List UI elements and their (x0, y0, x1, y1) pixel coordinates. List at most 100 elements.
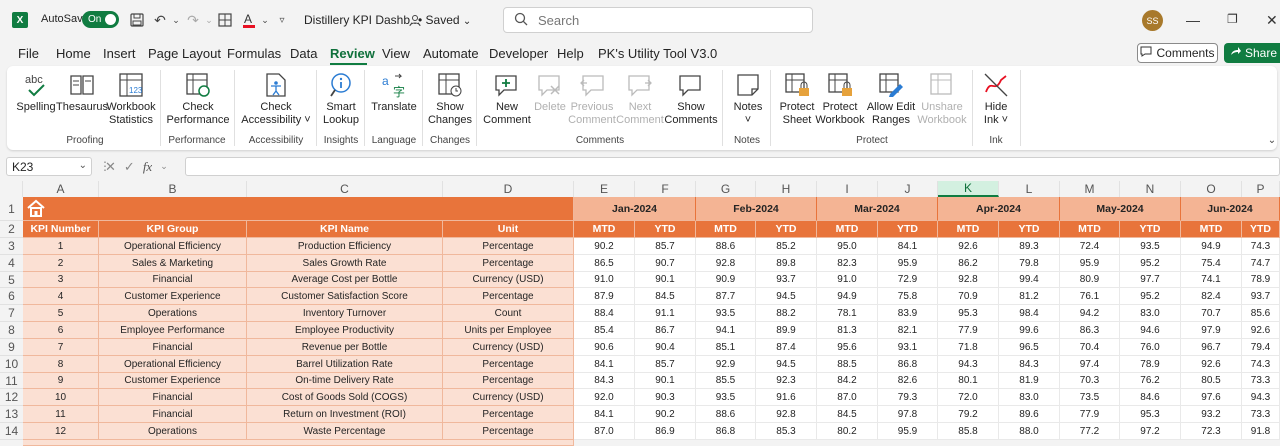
table-cell[interactable]: Percentage (443, 406, 574, 423)
insert-function-icon[interactable]: fx (142, 158, 153, 174)
show-changes-button[interactable]: Show Changes (428, 72, 472, 127)
protect-sheet-button[interactable]: Protect Sheet (776, 72, 818, 127)
formula-input[interactable] (185, 157, 1280, 176)
table-cell[interactable]: 8 (23, 356, 99, 373)
table-cell[interactable]: Currency (USD) (443, 339, 574, 356)
table-cell[interactable]: 2 (23, 255, 99, 272)
row-header-9[interactable]: 9 (0, 339, 23, 356)
value-cell[interactable]: 77.2 (1060, 423, 1120, 440)
value-cell[interactable]: 85.4 (574, 322, 635, 339)
value-cell[interactable]: 80.1 (938, 373, 999, 389)
tab-data[interactable]: Data (290, 46, 318, 61)
value-cell[interactable]: 97.2 (1120, 423, 1181, 440)
table-cell[interactable]: Percentage (443, 356, 574, 373)
value-cell[interactable]: 95.0 (817, 238, 878, 255)
value-cell[interactable]: 95.9 (1060, 255, 1120, 272)
row-header-3[interactable]: 3 (0, 238, 23, 255)
table-cell[interactable]: Operations (99, 423, 247, 440)
value-cell[interactable]: 92.6 (938, 238, 999, 255)
table-cell[interactable]: Waste Percentage (247, 423, 443, 440)
tab-file[interactable]: File (18, 46, 39, 61)
row-header-12[interactable]: 12 (0, 389, 23, 406)
value-cell[interactable]: 95.2 (1120, 255, 1181, 272)
delete-button[interactable]: Delete (530, 72, 570, 114)
value-cell[interactable]: 88.0 (999, 423, 1060, 440)
value-cell[interactable]: 85.3 (756, 423, 817, 440)
value-cell[interactable]: 91.6 (756, 389, 817, 406)
value-cell[interactable]: 86.5 (574, 255, 635, 272)
value-cell[interactable]: 70.7 (1181, 305, 1242, 322)
table-cell[interactable]: Financial (99, 272, 247, 288)
row-header-13[interactable]: 13 (0, 406, 23, 423)
show-comments-button[interactable]: Show Comments (664, 72, 718, 127)
select-all-corner[interactable] (0, 181, 23, 197)
value-cell[interactable]: 95.3 (1120, 406, 1181, 423)
notes-button[interactable]: Notes ˅ (728, 72, 768, 127)
value-cell[interactable]: 92.8 (696, 255, 756, 272)
avatar[interactable]: SS (1142, 10, 1163, 31)
undo-icon[interactable]: ↶ (154, 11, 166, 28)
table-cell[interactable]: Count (443, 305, 574, 322)
tab-utility-tool[interactable]: PK's Utility Tool V3.0 (598, 46, 718, 61)
value-cell[interactable]: 94.1 (696, 322, 756, 339)
value-cell[interactable]: 87.0 (574, 423, 635, 440)
value-cell[interactable]: 79.3 (878, 389, 938, 406)
value-cell[interactable]: 92.3 (756, 373, 817, 389)
value-cell[interactable]: 94.9 (817, 288, 878, 305)
value-cell[interactable]: 72.3 (1181, 423, 1242, 440)
table-cell[interactable]: Operational Efficiency (99, 356, 247, 373)
value-cell[interactable]: 93.5 (696, 305, 756, 322)
value-cell[interactable]: 90.1 (635, 373, 696, 389)
row-header-8[interactable]: 8 (0, 322, 23, 339)
name-box-chevron-icon[interactable]: ⌄ (78, 160, 87, 171)
table-cell[interactable]: 12 (23, 423, 99, 440)
sensitivity-icon[interactable] (405, 10, 425, 30)
value-cell[interactable]: 90.6 (574, 339, 635, 356)
table-cell[interactable]: Units per Employee (443, 322, 574, 339)
table-cell[interactable]: Percentage (443, 288, 574, 305)
value-cell[interactable]: 97.4 (1060, 356, 1120, 373)
value-cell[interactable]: 93.2 (1181, 406, 1242, 423)
value-cell[interactable]: 93.7 (1242, 288, 1280, 305)
value-cell[interactable]: 97.7 (1120, 272, 1181, 288)
value-cell[interactable]: 94.3 (938, 356, 999, 373)
table-cell[interactable]: Production Efficiency (247, 238, 443, 255)
value-cell[interactable]: 99.4 (999, 272, 1060, 288)
value-cell[interactable]: 81.3 (817, 322, 878, 339)
value-cell[interactable]: 79.2 (938, 406, 999, 423)
column-header-j[interactable]: J (878, 181, 938, 197)
borders-icon[interactable] (215, 10, 235, 30)
hide-ink-button[interactable]: Hide Ink ˅ (978, 72, 1014, 127)
tab-developer[interactable]: Developer (489, 46, 549, 61)
value-cell[interactable]: 87.7 (696, 288, 756, 305)
table-cell[interactable]: Employee Performance (99, 322, 247, 339)
allow-edit-ranges-button[interactable]: Allow Edit Ranges (864, 72, 918, 127)
ribbon-expand-chevron-icon[interactable]: ⌄ (1267, 134, 1277, 146)
tab-review[interactable]: Review (330, 46, 375, 61)
tab-insert[interactable]: Insert (103, 46, 136, 61)
row-header-10[interactable]: 10 (0, 356, 23, 373)
next-comment-button[interactable]: Next Comment (616, 72, 664, 127)
value-cell[interactable]: 95.9 (878, 423, 938, 440)
value-cell[interactable]: 77.9 (938, 322, 999, 339)
value-cell[interactable]: 81.9 (999, 373, 1060, 389)
undo-dropdown-chevron-icon[interactable]: ⌄ (172, 14, 180, 25)
search-box[interactable]: Search (503, 7, 813, 33)
value-cell[interactable]: 71.8 (938, 339, 999, 356)
value-cell[interactable]: 98.4 (999, 305, 1060, 322)
column-header-n[interactable]: N (1120, 181, 1181, 197)
value-cell[interactable]: 95.9 (878, 255, 938, 272)
value-cell[interactable]: 88.2 (756, 305, 817, 322)
value-cell[interactable]: 86.3 (1060, 322, 1120, 339)
value-cell[interactable]: 80.9 (1060, 272, 1120, 288)
value-cell[interactable]: 97.9 (1181, 322, 1242, 339)
column-header-k[interactable]: K (938, 181, 999, 197)
save-icon[interactable] (127, 10, 147, 30)
value-cell[interactable]: 70.9 (938, 288, 999, 305)
home-icon[interactable] (26, 199, 46, 217)
value-cell[interactable]: 94.5 (756, 288, 817, 305)
value-cell[interactable]: 75.4 (1181, 255, 1242, 272)
value-cell[interactable]: 88.4 (574, 305, 635, 322)
value-cell[interactable]: 77.9 (1060, 406, 1120, 423)
font-color-dropdown-icon[interactable]: ⌄ (261, 14, 269, 25)
